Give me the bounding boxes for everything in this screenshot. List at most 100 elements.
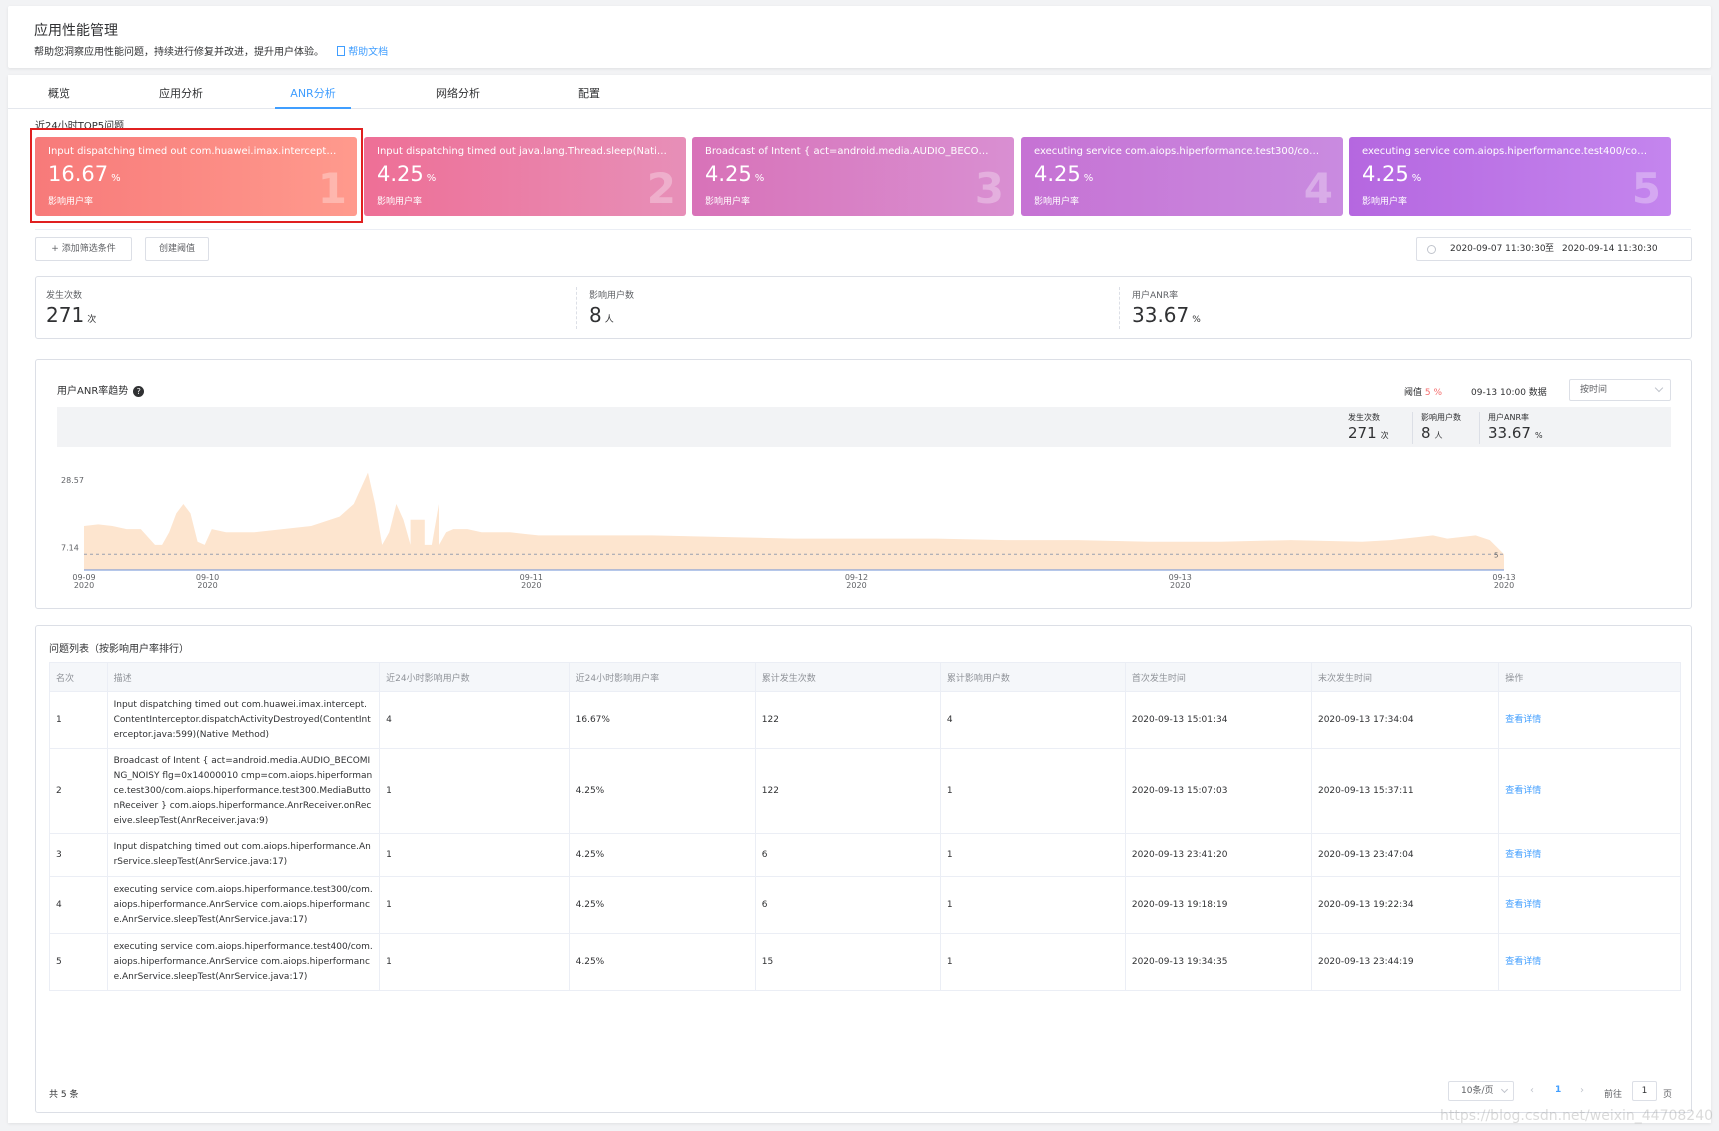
table-cell: 122 [754,748,941,834]
top5-card-rank: 1 [317,164,347,213]
trend-title-text: 用户ANR率趋势 [57,386,129,397]
document-icon [337,46,346,56]
view-details-link[interactable]: 查看详情 [1498,933,1681,991]
mini-stat-label: 用户ANR率 [1488,413,1530,422]
x-tick-label: 09-09 [72,573,95,582]
top5-card-unit: % [111,173,121,184]
stat-unit: 人 [604,315,614,325]
anr-trend-panel: 用户ANR率趋势? 阈值 5 % 09-13 10:00 数据 按时间 发生次数… [35,359,1692,609]
goto-page-input[interactable]: 1 [1632,1081,1657,1101]
table-cell: 1 [49,691,108,749]
table-cell: 1 [379,933,570,991]
x-tick-year-label: 2020 [846,581,866,590]
clock-icon [1427,245,1436,254]
y-tick-label: 28.57 [61,476,84,485]
date-range-picker[interactable]: 2020-09-07 11:30:30 至 2020-09-14 11:30:3… [1416,237,1692,261]
page-header: 应用性能管理 帮助您洞察应用性能问题，持续进行修复并改进，提升用户体验。 帮助文… [8,6,1711,68]
table-cell: 2020-09-13 23:41:20 [1124,833,1312,877]
column-header: 末次发生时间 [1310,662,1500,692]
table-cell: 1 [939,876,1126,934]
x-tick-year-label: 2020 [1170,581,1190,590]
current-page[interactable]: 1 [1555,1085,1562,1095]
table-cell: 2020-09-13 15:07:03 [1124,748,1312,834]
table-cell: 4 [49,876,108,934]
main-panel: 概览 应用分析 ANR分析 网络分析 配置 近24小时TOP5问题 Input … [8,75,1711,1123]
top5-card-4[interactable]: executing service com.aiops.hiperformanc… [1021,137,1343,216]
top5-card-title: Input dispatching timed out java.lang.Th… [377,146,667,157]
stat-number: 8 [589,303,602,327]
stat-unit: % [1192,315,1201,325]
table-row: 2 Broadcast of Intent { act=android.media… [49,748,1681,834]
table-cell: Input dispatching timed out com.aiops.hi… [106,833,381,877]
x-tick-label: 09-12 [845,573,868,582]
stat-separator [1119,287,1120,329]
top5-card-2[interactable]: Input dispatching timed out java.lang.Th… [364,137,686,216]
tab-overview[interactable]: 概览 [48,87,70,100]
next-page-button[interactable]: › [1580,1085,1584,1096]
view-details-link[interactable]: 查看详情 [1498,833,1681,877]
stat-number: 33.67 [1132,303,1190,327]
prev-page-button[interactable]: ‹ [1530,1085,1534,1096]
mini-stat-label: 发生次数 [1348,413,1380,422]
top5-card-5[interactable]: executing service com.aiops.hiperformanc… [1349,137,1671,216]
top5-card-title: executing service com.aiops.hiperformanc… [1034,146,1324,157]
stat-label: 影响用户数 [589,291,635,301]
table-cell: 2020-09-13 19:18:19 [1124,876,1312,934]
page-size-select[interactable]: 10条/页 [1448,1081,1514,1101]
threshold-indicator: 阈值 5 % [1404,385,1442,398]
top5-card-value: 4.25% [377,162,436,186]
column-header: 首次发生时间 [1124,662,1312,692]
create-threshold-button[interactable]: 创建阈值 [145,237,209,261]
watermark: https://blog.csdn.net/weixin_44708240 [1440,1108,1714,1124]
table-cell: 2 [49,748,108,834]
table-cell: executing service com.aiops.hiperformanc… [106,876,381,934]
view-details-link[interactable]: 查看详情 [1498,748,1681,834]
stat-label: 发生次数 [46,291,83,301]
top5-label: 近24小时TOP5问题 [35,121,125,132]
table-cell: 15 [754,933,941,991]
top5-card-unit: % [1083,173,1094,184]
top5-card-1[interactable]: Input dispatching timed out com.huawei.i… [35,137,357,216]
mini-stat-label: 影响用户数 [1421,413,1461,422]
tab-network-analysis[interactable]: 网络分析 [436,87,480,100]
top5-card-title: executing service com.aiops.hiperformanc… [1362,146,1652,157]
mini-stat-unit: % [1534,431,1543,440]
x-tick-label: 09-13 [1169,573,1192,582]
tab-config[interactable]: 配置 [578,87,600,100]
divider [35,229,1691,230]
tab-app-analysis[interactable]: 应用分析 [159,87,203,100]
table-cell: 1 [379,748,570,834]
table-cell: 4.25% [568,876,756,934]
view-details-link[interactable]: 查看详情 [1498,876,1681,934]
x-tick-year-label: 2020 [521,581,541,590]
table-cell: 3 [49,833,108,877]
table-cell: 2020-09-13 15:37:11 [1310,748,1500,834]
help-doc-link[interactable]: 帮助文档 [337,46,388,58]
top5-card-unit: % [754,173,765,184]
table-cell: 4 [939,691,1126,749]
trend-area [84,472,1504,570]
time-mode-select[interactable]: 按时间 [1569,379,1671,401]
top5-card-number: 16.67 [48,162,109,186]
table-cell: 5 [49,933,108,991]
top5-card-metric-label: 影响用户率 [48,197,94,207]
tab-anr-analysis[interactable]: ANR分析 [275,85,351,109]
help-question-icon[interactable]: ? [133,386,145,397]
x-tick-year-label: 2020 [74,581,94,590]
add-filter-button[interactable]: + 添加筛选条件 [35,237,132,261]
x-tick-year-label: 2020 [197,581,217,590]
column-header: 名次 [49,662,108,692]
view-details-link[interactable]: 查看详情 [1498,691,1681,749]
top5-card-metric-label: 影响用户率 [1362,197,1408,207]
stat-number: 271 [46,303,85,327]
chevron-down-icon [1500,1085,1509,1094]
date-start: 2020-09-07 11:30:30 [1450,244,1546,254]
table-cell: 2020-09-13 17:34:04 [1310,691,1500,749]
mini-stat-separator [1479,412,1480,444]
top5-card-3[interactable]: Broadcast of Intent { act=android.media.… [692,137,1014,216]
table-cell: 2020-09-13 23:47:04 [1310,833,1500,877]
table-cell: Broadcast of Intent { act=android.media.… [106,748,381,834]
column-header: 描述 [106,662,381,692]
